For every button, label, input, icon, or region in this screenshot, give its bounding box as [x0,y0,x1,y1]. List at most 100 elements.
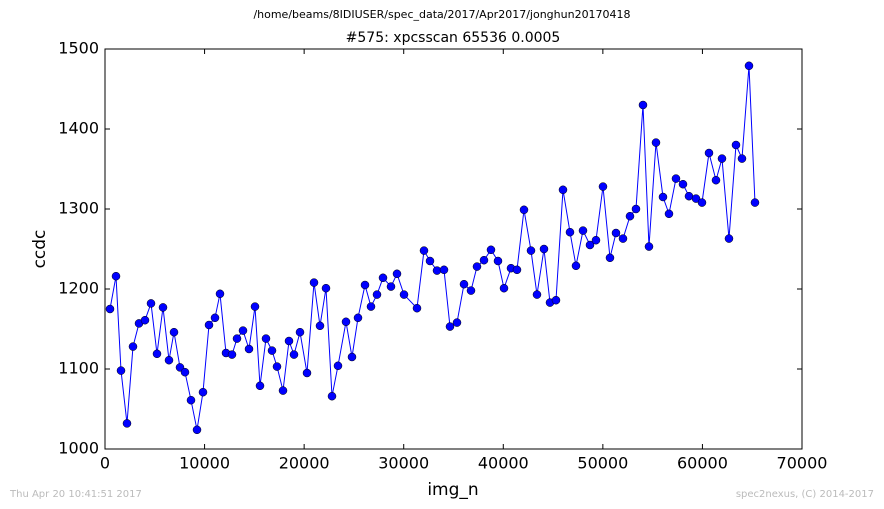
x-tick-label: 30000 [378,454,429,473]
y-tick-label: 1300 [58,199,99,218]
x-tick-label: 60000 [677,454,728,473]
data-point [244,344,254,354]
data-point [419,246,429,255]
data-point [744,61,754,71]
x-axis-label: img_n [427,480,478,500]
data-point [466,286,476,295]
data-point [238,326,248,335]
data-point [366,302,376,311]
data-point [210,313,220,323]
chart-title: #575: xpcsscan 65536 0.0005 [346,30,561,46]
x-tick-label: 70000 [777,454,828,473]
data-point [278,386,288,395]
data-point [198,387,208,397]
data-point [691,194,701,203]
y-tick-label: 1100 [58,359,99,378]
data-point [585,240,595,250]
x-tick-label: 40000 [478,454,529,473]
data-point [215,289,225,299]
data-point [321,283,331,293]
y-axis-label: ccdc [30,230,50,269]
data-point [250,302,260,311]
x-tick-label: 10000 [179,454,230,473]
data-point [372,290,382,299]
data-point [341,317,351,327]
data-point [122,419,132,428]
data-point [261,334,271,343]
footer-credit: spec2nexus, (C) 2014-2017 [736,489,874,500]
footer-date: Thu Apr 20 10:41:51 2017 [9,489,142,500]
data-point [651,138,661,147]
data-point [295,327,305,337]
data-point [309,278,319,287]
data-point [105,304,115,314]
data-point [611,228,621,238]
data-point [204,320,214,330]
data-point [425,256,435,266]
data-point [111,271,121,281]
data-point [315,321,325,331]
data-point [399,290,409,299]
data-point [605,253,615,263]
data-point [565,227,575,237]
plot-frame [104,48,803,450]
data-point [697,198,707,207]
y-tick-label: 1400 [58,119,99,138]
y-tick-label: 1200 [58,279,99,298]
data-point [532,290,542,299]
x-tick-label: 20000 [279,454,330,473]
data-point [724,234,734,243]
data-point [227,350,237,359]
data-point [499,283,509,293]
data-point [519,205,529,215]
data-point [638,100,648,110]
data-point [711,175,721,185]
data-point [116,366,126,375]
data-point [267,346,277,355]
data-point [186,395,196,405]
data-point [459,279,469,289]
data-point [333,361,343,371]
data-point [551,295,561,305]
data-point [327,391,337,401]
data-point [717,154,727,163]
data-point [445,322,455,331]
data-point [353,313,363,323]
data-point [140,315,150,325]
data-point [284,336,294,346]
data-point [671,174,681,183]
data-point [750,198,760,207]
data-point [558,185,568,195]
data-point [255,381,265,391]
data-point [180,367,190,377]
data-point [439,265,449,275]
data-point [479,255,489,265]
chart-subtitle: /home/beams/8IDIUSER/spec_data/2017/Apr2… [253,8,630,21]
data-point [571,261,581,271]
data-point [526,246,536,255]
data-point [512,265,522,275]
data-point [158,303,168,312]
data-point [631,204,641,214]
data-point [737,154,747,163]
data-point [192,425,202,435]
data-point [486,245,496,255]
data-line [109,65,756,430]
data-point [169,327,179,337]
data-point [152,349,162,359]
data-point [378,273,388,283]
data-point [392,269,402,279]
data-point [704,148,714,158]
data-point [360,280,370,290]
y-tick-label: 1000 [58,439,99,458]
data-point [493,256,503,266]
y-tick-label: 1500 [58,39,99,58]
data-point [164,355,174,365]
data-point [272,362,282,371]
data-point [386,282,396,291]
data-point [472,262,482,271]
data-point [347,352,357,362]
data-point [128,342,138,351]
